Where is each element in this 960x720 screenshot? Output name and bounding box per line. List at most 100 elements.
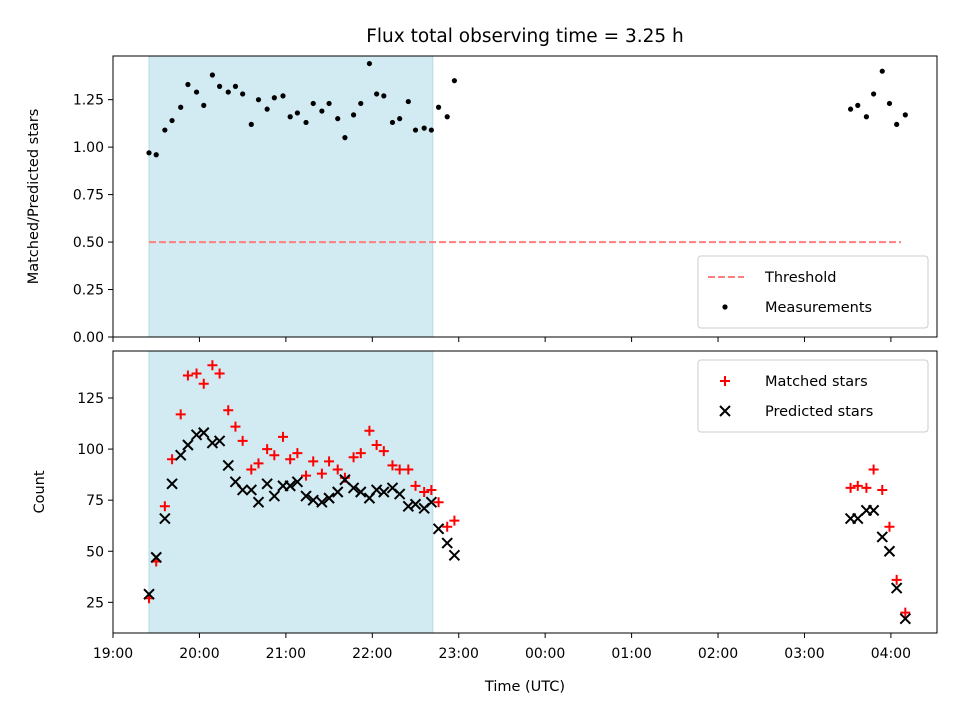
observing-window-shade xyxy=(148,55,434,338)
legend: Matched stars Predicted stars xyxy=(697,359,929,433)
predicted-star-point xyxy=(252,496,265,508)
measurement-point xyxy=(902,112,908,118)
axes-frame xyxy=(112,350,938,634)
predicted-star-point xyxy=(182,439,194,451)
x-tick-label: 04:00 xyxy=(871,646,911,662)
matched-star-point xyxy=(285,454,296,465)
predicted-star-point xyxy=(316,496,328,508)
predicted-star-point xyxy=(307,494,319,506)
measurement-point xyxy=(193,89,200,95)
matched-star-point xyxy=(891,574,902,585)
matched-star-point xyxy=(868,464,879,475)
matched-star-point xyxy=(394,464,405,475)
matched-star-point xyxy=(223,405,234,416)
measurement-point xyxy=(146,150,152,156)
measurement-point xyxy=(444,114,450,120)
measurement-point xyxy=(248,121,254,127)
x-tick-label: 20:00 xyxy=(179,646,219,662)
measurement-point xyxy=(162,127,168,133)
measurement-point xyxy=(894,121,900,127)
measurement-point xyxy=(225,89,231,95)
measurement-point xyxy=(271,95,277,101)
matched-star-point xyxy=(348,452,359,463)
chart-title: Flux total observing time = 3.25 h xyxy=(366,26,684,47)
x-tick-label: 19:00 xyxy=(93,646,133,662)
y-tick-label: 75 xyxy=(86,493,104,509)
predicted-star-point xyxy=(284,480,296,492)
measurement-point xyxy=(217,83,223,89)
top-panel: 0.00 0.25 0.50 0.75 1.00 1.25 Matched/Predicte… xyxy=(26,55,938,346)
predicted-star-point xyxy=(150,551,162,564)
matched-star-point xyxy=(308,456,319,467)
matched-star-point xyxy=(433,497,444,508)
matched-star-point xyxy=(371,440,382,450)
measurement-point xyxy=(886,100,893,107)
legend-label: Matched stars xyxy=(765,374,868,390)
predicted-star-point xyxy=(213,435,226,447)
measurement-point xyxy=(178,104,184,110)
measurement-point xyxy=(153,152,159,158)
predicted-star-point xyxy=(339,474,351,486)
predicted-star-point xyxy=(268,490,281,502)
matched-star-point xyxy=(403,464,414,475)
matched-star-point xyxy=(410,480,421,491)
legend-label: Predicted stars xyxy=(765,404,873,420)
x-tick-label: 21:00 xyxy=(266,646,306,662)
predicted-star-point xyxy=(159,512,171,525)
matched-star-point xyxy=(159,501,170,512)
matched-star-point xyxy=(214,368,225,379)
measurement-point xyxy=(294,110,300,116)
predicted-star-point xyxy=(198,427,210,439)
measurement-point xyxy=(435,104,442,110)
x-tick-label: 01:00 xyxy=(611,646,651,662)
y-tick-label: 0.25 xyxy=(73,283,104,299)
matched-star-point xyxy=(292,448,303,459)
matched-star-point xyxy=(207,360,218,371)
y-tick-label: 0.00 xyxy=(73,330,104,346)
matched-star-point xyxy=(387,460,398,471)
legend-label: Measurements xyxy=(765,300,872,316)
predicted-star-point xyxy=(378,486,390,498)
matched-star-point xyxy=(442,521,453,532)
measurement-point xyxy=(169,117,175,124)
predicted-star-point xyxy=(190,429,203,441)
predicted-star-point xyxy=(876,531,888,543)
x-tick-label: 00:00 xyxy=(525,646,565,662)
measurement-point xyxy=(451,78,458,84)
measurement-point xyxy=(255,97,262,103)
measurement-point xyxy=(366,60,373,67)
y-tick-label: 0.75 xyxy=(73,188,104,204)
predicted-star-point xyxy=(245,484,258,496)
predicted-star-point xyxy=(425,496,438,508)
axes-frame xyxy=(112,55,938,338)
matched-star-point xyxy=(877,484,888,495)
measurement-point xyxy=(389,119,396,126)
measurement-point xyxy=(201,102,207,108)
predicted-star-point xyxy=(899,612,912,625)
predicted-star-point xyxy=(332,486,344,498)
predicted-star-point xyxy=(402,500,415,513)
matched-star-point xyxy=(852,480,863,491)
observing-window-shade xyxy=(148,350,434,634)
measurement-point xyxy=(358,100,364,107)
predicted-star-point xyxy=(166,478,178,490)
x-tick-label: 22:00 xyxy=(352,646,392,662)
y-axis-label: Matched/Predicted stars xyxy=(26,109,42,285)
measurement-point xyxy=(374,91,380,97)
y-tick-label: 100 xyxy=(77,442,104,458)
measurement-point xyxy=(421,125,427,131)
y-axis-label: Count xyxy=(32,470,48,513)
predicted-star-point xyxy=(143,588,155,600)
predicted-star-point xyxy=(323,492,335,504)
matched-star-point xyxy=(324,456,335,467)
predicted-star-point xyxy=(261,478,273,490)
matched-star-point xyxy=(269,450,280,461)
matched-star-point xyxy=(378,446,389,457)
matched-star-point xyxy=(246,464,257,475)
measurement-point xyxy=(209,72,215,78)
predicted-star-point xyxy=(432,523,445,535)
measurement-point xyxy=(240,91,246,97)
legend: Threshold Measurements xyxy=(697,255,929,329)
predicted-star-point xyxy=(370,484,383,496)
measurement-point xyxy=(863,114,870,120)
